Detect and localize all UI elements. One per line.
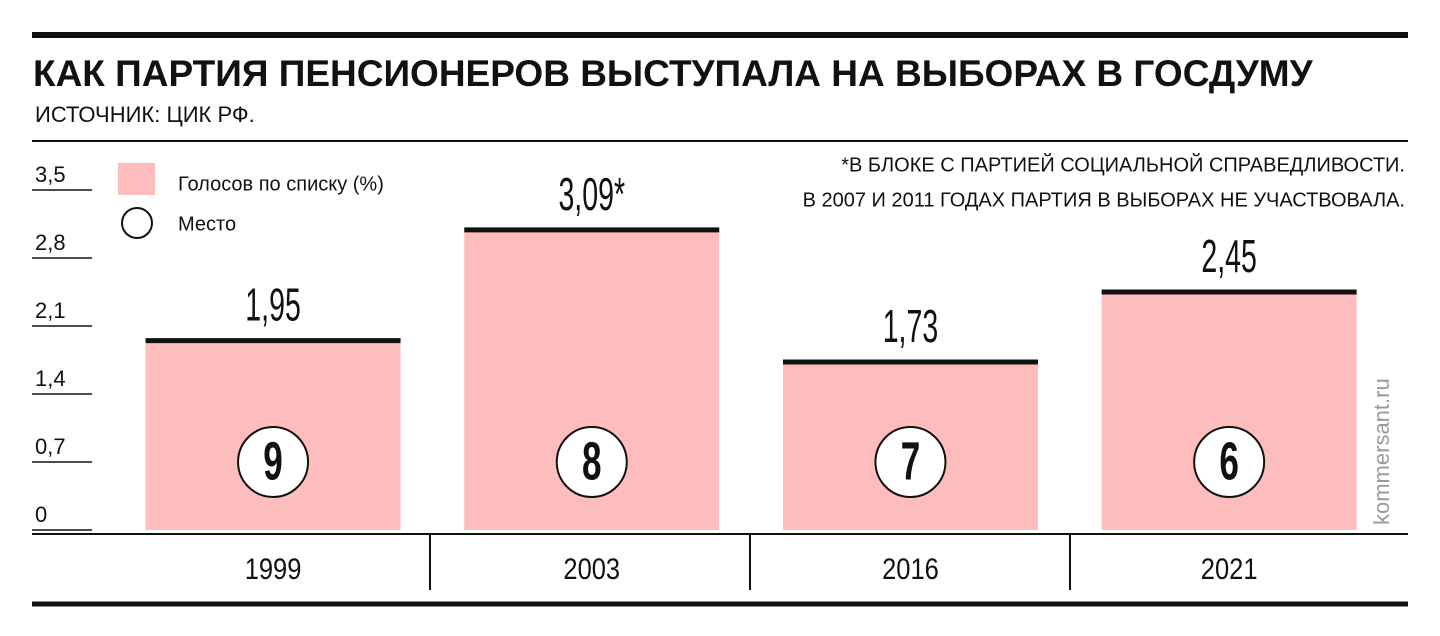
place-marker [237, 426, 310, 498]
y-tick-label: 0,7 [35, 434, 66, 459]
place-label: 8 [582, 431, 602, 491]
y-tick-label: 2,1 [35, 298, 66, 323]
x-tick-label: 2003 [563, 552, 620, 585]
place-label: 6 [1219, 431, 1239, 491]
place-marker [555, 426, 628, 498]
x-tick-label: 2016 [882, 552, 939, 585]
y-tick-label: 3,5 [35, 162, 66, 187]
subtitle: ИСТОЧНИК: ЦИК РФ. [35, 102, 255, 127]
watermark: kommersant.ru [1369, 378, 1394, 525]
value-label: 3,09* [558, 169, 625, 221]
value-label: 1,95 [245, 280, 301, 332]
y-tick-label: 0 [35, 502, 47, 527]
x-tick-label: 2021 [1201, 552, 1258, 585]
value-label: 2,45 [1201, 231, 1257, 283]
place-marker [874, 426, 947, 498]
legend-swatch [121, 207, 153, 239]
note: *В БЛОКЕ С ПАРТИЕЙ СОЦИАЛЬНОЙ СПРАВЕДЛИВ… [841, 152, 1405, 176]
place-label: 9 [263, 431, 283, 491]
legend-label: Голосов по списку (%) [178, 173, 384, 195]
place-marker [1193, 426, 1266, 498]
chart-title: КАК ПАРТИЯ ПЕНСИОНЕРОВ ВЫСТУПАЛА НА ВЫБО… [33, 53, 1314, 94]
y-tick-label: 2,8 [35, 230, 66, 255]
value-label: 1,73 [883, 301, 939, 353]
place-label: 7 [901, 431, 921, 491]
y-tick-label: 1,4 [35, 366, 66, 391]
note: В 2007 И 2011 ГОДАХ ПАРТИЯ В ВЫБОРАХ НЕ … [803, 189, 1405, 211]
x-tick-label: 1999 [245, 552, 302, 585]
legend-label: Место [178, 213, 236, 235]
legend-swatch [118, 163, 155, 195]
